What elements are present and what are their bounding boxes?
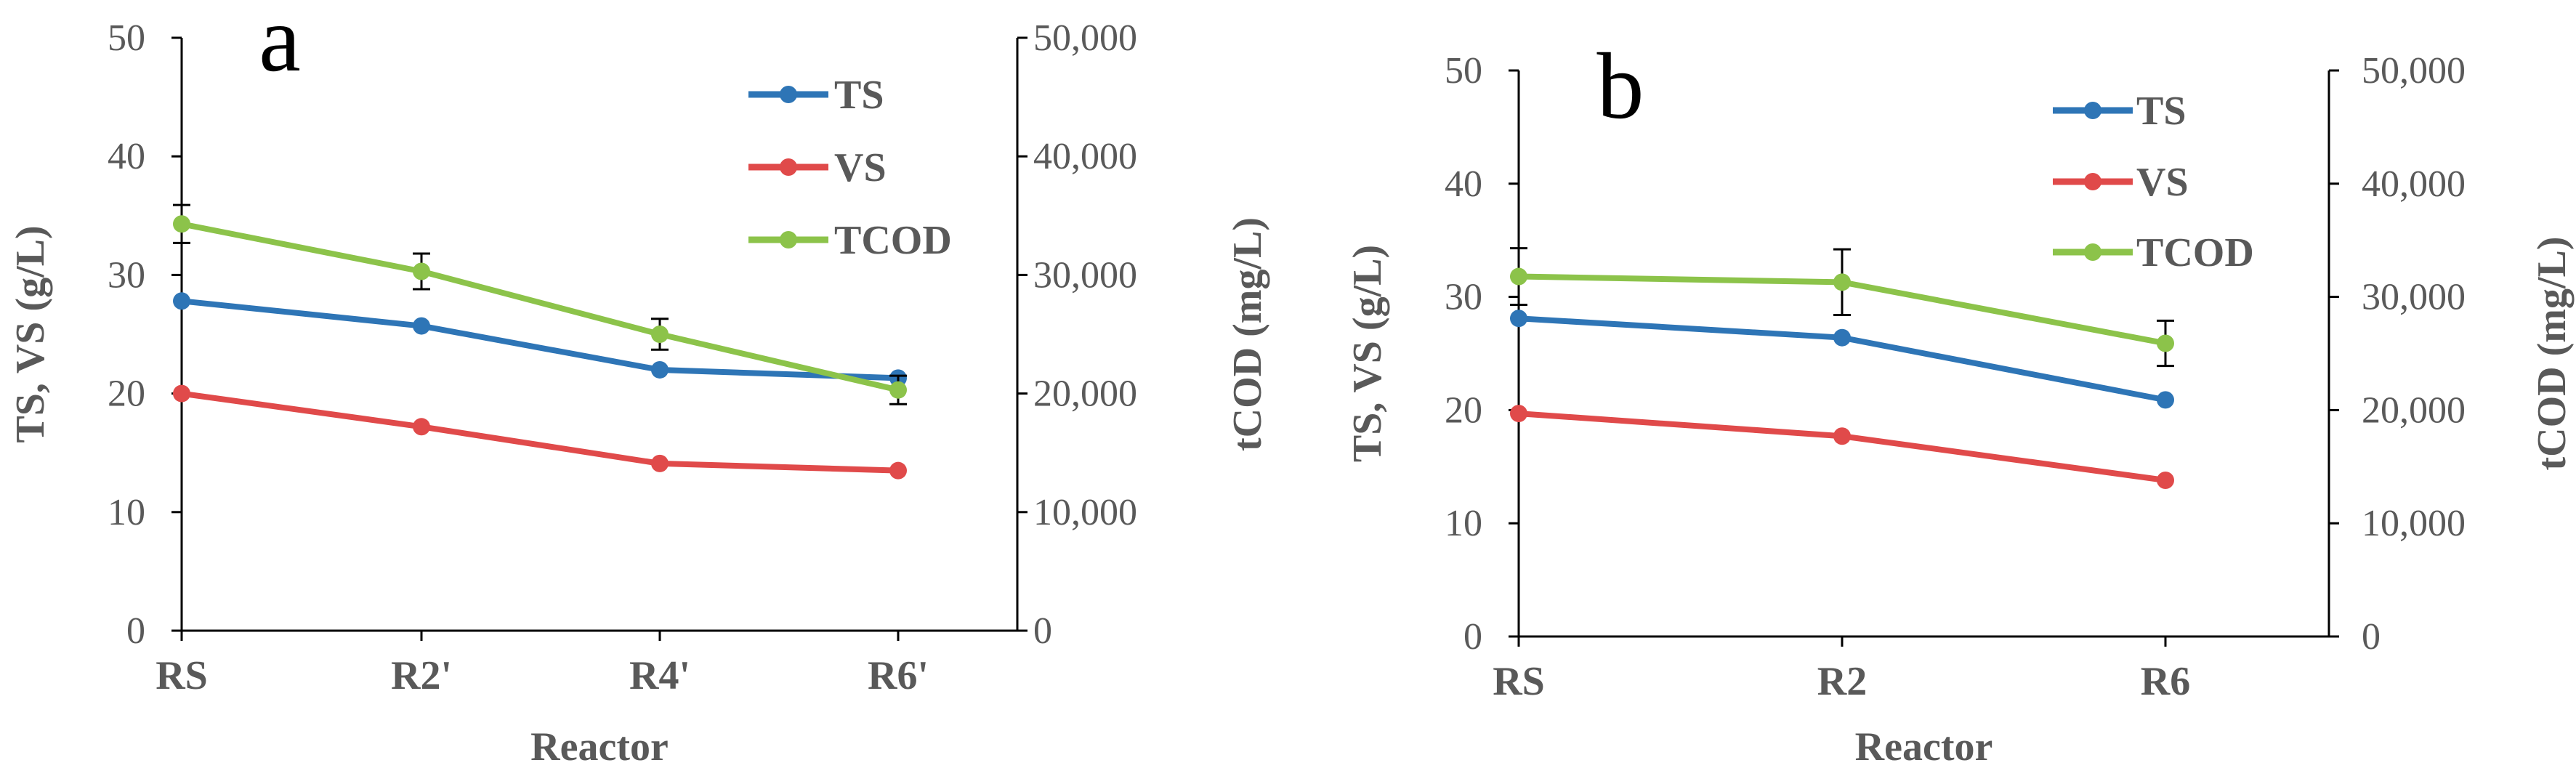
data-point (889, 381, 907, 399)
y-tick-label: 50 (108, 17, 145, 59)
y-tick-label: 10 (1445, 503, 1482, 544)
y2-tick-label: 0 (1033, 610, 1052, 652)
data-point (889, 461, 907, 480)
data-point (173, 215, 190, 233)
y2-axis-title: tCOD (mg/L) (2529, 237, 2575, 471)
legend-label: TCOD (834, 218, 952, 263)
legend-label: TCOD (2136, 230, 2254, 275)
panel-label: a (259, 0, 301, 92)
legend-label: VS (2136, 160, 2189, 205)
y-tick-label: 0 (1463, 616, 1482, 658)
x-tick-label: RS (1493, 659, 1545, 704)
legend-item-ts: TS (2053, 89, 2187, 134)
series-tcod (173, 203, 907, 405)
y-tick-label: 40 (108, 136, 145, 177)
chart-panel-b: 0 10 20 30 40 50 0 10,000 20,000 30,000 40,000 50,0… (1345, 34, 2575, 769)
legend-marker (2084, 243, 2101, 261)
data-point (2157, 391, 2174, 409)
chart-panel-a: 0 10 20 30 40 50 0 10,000 20,000 30,000 40,000 50,0… (8, 0, 1270, 769)
legend-label: TS (834, 73, 884, 118)
x-tick-label: R4' (629, 653, 690, 698)
data-point (413, 262, 430, 280)
y-axis-title: TS, VS (g/L) (8, 225, 53, 442)
legend-item-vs: VS (748, 145, 887, 190)
data-point (173, 384, 190, 403)
legend-item-tcod: TCOD (2053, 230, 2254, 275)
legend-marker (780, 158, 797, 176)
data-point (1510, 267, 1527, 286)
y-tick-label: 20 (1445, 389, 1482, 431)
data-point (1833, 328, 1851, 347)
data-point (2157, 334, 2174, 352)
panel-label: b (1597, 34, 1644, 139)
y-tick-label: 30 (1445, 277, 1482, 318)
data-point (413, 317, 430, 335)
y2-tick-label: 20,000 (2362, 389, 2466, 431)
legend-label: VS (834, 145, 887, 190)
series-line (181, 298, 899, 381)
series-ts (1510, 310, 2174, 409)
y-tick-label: 10 (108, 492, 145, 533)
y-tick-label: 50 (1445, 50, 1482, 92)
x-tick-label: R6 (2141, 659, 2190, 704)
data-point (1510, 405, 1527, 423)
x-axis-title: Reactor (530, 724, 669, 769)
x-tick-label: R2 (1817, 659, 1867, 704)
y2-tick-label: 50,000 (2362, 50, 2466, 92)
y-axis-title: TS, VS (g/L) (1345, 245, 1390, 462)
y2-tick-label: 10,000 (1033, 492, 1137, 533)
data-point (651, 326, 669, 343)
x-tick-label: R2' (391, 653, 452, 698)
legend: TS VS TCOD (748, 73, 952, 263)
x-tick-label: R6' (868, 653, 929, 698)
y2-tick-label: 30,000 (2362, 277, 2466, 318)
series-line (181, 390, 899, 474)
series-line (181, 221, 899, 393)
legend-marker (2084, 102, 2101, 119)
y2-tick-label: 10,000 (2362, 503, 2466, 544)
y2-tick-label: 40,000 (2362, 163, 2466, 205)
data-point (2157, 471, 2174, 489)
y-tick-label: 20 (108, 373, 145, 415)
series-vs (1510, 405, 2174, 489)
y2-tick-label: 0 (2362, 616, 2381, 658)
data-point (1833, 273, 1851, 291)
y2-tick-label: 20,000 (1033, 373, 1137, 415)
y2-axis-title: tCOD (mg/L) (1225, 217, 1270, 451)
data-point (413, 418, 430, 436)
y2-tick-label: 50,000 (1033, 17, 1137, 59)
x-axis-title: Reactor (1855, 724, 1993, 769)
legend-item-tcod: TCOD (748, 218, 952, 263)
y2-tick-label: 30,000 (1033, 254, 1137, 296)
y-tick-label: 40 (1445, 163, 1482, 205)
legend-marker (780, 86, 797, 103)
data-point (1833, 427, 1851, 445)
y-tick-label: 0 (126, 610, 145, 652)
legend: TS VS TCOD (2053, 89, 2254, 275)
data-point (651, 360, 669, 379)
series-ts (173, 292, 907, 387)
legend-marker (2084, 173, 2101, 190)
legend-label: TS (2136, 89, 2187, 134)
y-tick-label: 30 (108, 254, 145, 296)
series-tcod (1510, 247, 2174, 368)
data-point (1510, 310, 1527, 328)
x-tick-label: RS (156, 653, 208, 698)
legend-marker (780, 231, 797, 248)
series-vs (173, 384, 907, 480)
y2-tick-label: 40,000 (1033, 136, 1137, 177)
data-point (173, 292, 190, 310)
data-point (651, 454, 669, 472)
series-line (1518, 411, 2166, 483)
legend-item-vs: VS (2053, 160, 2189, 205)
legend-item-ts: TS (748, 73, 884, 118)
